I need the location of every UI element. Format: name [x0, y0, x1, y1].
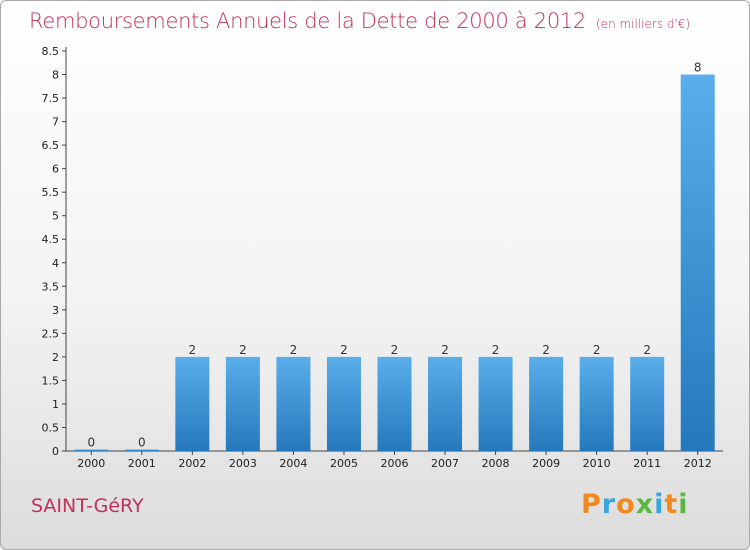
x-tick-label-2006: 2006: [381, 457, 409, 470]
bar-2011: [630, 356, 665, 451]
logo-letter: o: [616, 489, 636, 520]
y-tick-label: 7.5: [42, 92, 60, 105]
y-tick-label: 0: [52, 445, 59, 458]
data-label-2007: 2: [441, 343, 449, 357]
y-tick-label: 2.5: [42, 327, 60, 340]
logo-letter: x: [635, 489, 655, 520]
data-label-2006: 2: [391, 343, 399, 357]
chart-axes: 0 0.5 1 1.5 2 2.5 3 3.5 4 4.5 5 5.5 6 6.5 7 7.5 8 8.5: [42, 45, 723, 458]
logo-letter: r: [601, 489, 617, 520]
data-label-2012: 8: [694, 61, 702, 75]
data-label-2004: 2: [290, 343, 298, 357]
chart-title: Remboursements Annuels de la Dette de 20…: [29, 9, 690, 33]
y-tick-label: 0.5: [42, 421, 60, 434]
chart-bars: [74, 74, 715, 451]
x-tick-label-2004: 2004: [279, 457, 307, 470]
y-tick-label: 1: [52, 398, 59, 411]
x-tick-label-2010: 2010: [583, 457, 611, 470]
data-label-2002: 2: [189, 343, 197, 357]
bar-2008: [478, 356, 513, 451]
x-tick-label-2003: 2003: [229, 457, 257, 470]
x-tick-label-2005: 2005: [330, 457, 358, 470]
x-tick-label-2009: 2009: [532, 457, 560, 470]
data-label-2000: 0: [87, 436, 95, 450]
x-tick-label-2000: 2000: [77, 457, 105, 470]
data-label-2001: 0: [138, 436, 146, 450]
logo-letter: P: [581, 489, 602, 520]
data-label-2005: 2: [340, 343, 348, 357]
bar-2012: [680, 74, 715, 451]
place-name: SAINT-GéRY: [31, 495, 144, 517]
x-tick-label-2011: 2011: [633, 457, 661, 470]
bar-2010: [579, 356, 614, 451]
data-label-2010: 2: [593, 343, 601, 357]
y-tick-label: 8: [52, 69, 59, 82]
logo-letter: i: [678, 489, 689, 520]
y-tick-label: 3.5: [42, 280, 60, 293]
logo-letter: i: [654, 489, 665, 520]
y-tick-label: 5: [52, 210, 59, 223]
y-tick-label: 7: [52, 116, 59, 129]
y-tick-label: 4: [52, 257, 59, 270]
y-tick-label: 5.5: [42, 186, 60, 199]
y-tick-label: 6: [52, 163, 59, 176]
x-tick-label-2008: 2008: [482, 457, 510, 470]
bar-2001: [124, 449, 159, 451]
bar-2004: [276, 356, 311, 451]
bar-2002: [175, 356, 210, 451]
chart-title-text: Remboursements Annuels de la Dette de 20…: [29, 9, 586, 33]
chart-labels: 2000 0 2001 0 2002 2 2003 2 2004 2 2005 2 2006 2 2007 2…: [77, 61, 711, 470]
x-tick-label-2012: 2012: [684, 457, 712, 470]
proxiti-logo: Proxiti: [581, 489, 689, 520]
bar-2007: [428, 356, 463, 451]
y-tick-label: 1.5: [42, 374, 60, 387]
bar-2009: [529, 356, 564, 451]
y-tick-label: 3: [52, 304, 59, 317]
y-tick-label: 6.5: [42, 139, 60, 152]
logo-letter: t: [664, 489, 679, 520]
x-tick-label-2002: 2002: [178, 457, 206, 470]
data-label-2003: 2: [239, 343, 247, 357]
y-tick-label: 8.5: [42, 45, 60, 58]
data-label-2011: 2: [643, 343, 651, 357]
data-label-2009: 2: [542, 343, 550, 357]
y-tick-label: 4.5: [42, 233, 60, 246]
y-tick-label: 2: [52, 351, 59, 364]
data-label-2008: 2: [492, 343, 500, 357]
chart-unit: (en milliers d'€): [596, 17, 691, 31]
bar-2006: [377, 356, 412, 451]
bar-2003: [225, 356, 260, 451]
x-tick-label-2007: 2007: [431, 457, 459, 470]
x-tick-label-2001: 2001: [128, 457, 156, 470]
bar-2000: [74, 449, 109, 451]
bar-2005: [326, 356, 361, 451]
